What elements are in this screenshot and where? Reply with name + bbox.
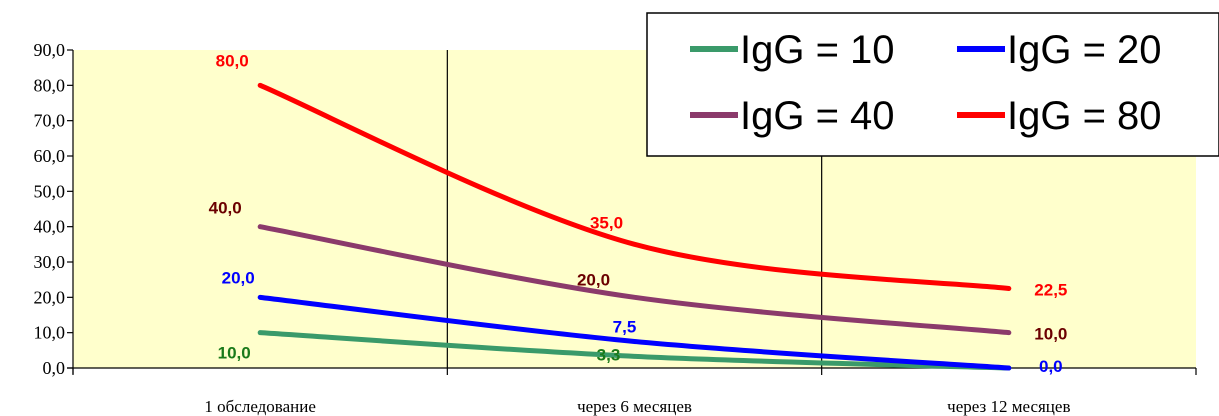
data-label: 80,0 — [216, 51, 249, 70]
data-label: 22,5 — [1034, 281, 1067, 300]
legend-label: IgG = 20 — [1007, 28, 1162, 72]
y-axis-ticks: 0,0 10,0 20,0 30,0 40,0 50,0 60,0 70,0 80,0 90,0 — [34, 40, 73, 378]
data-label: 10,0 — [218, 344, 251, 363]
legend: IgG = 10 IgG = 20 IgG = 40 IgG = 80 — [646, 12, 1219, 157]
y-tick-label: 60,0 — [34, 146, 66, 166]
data-label: 20,0 — [577, 270, 610, 289]
y-tick-label: 30,0 — [34, 252, 66, 272]
legend-label: IgG = 10 — [740, 28, 895, 72]
series-line — [257, 82, 1012, 291]
legend-label: IgG = 40 — [740, 94, 895, 138]
x-tick-label: 1 обследование — [204, 397, 316, 416]
y-tick-label: 70,0 — [34, 111, 66, 131]
series-lines — [257, 82, 1012, 371]
y-tick-label: 80,0 — [34, 75, 66, 95]
data-label: 7,5 — [613, 318, 637, 337]
y-tick-label: 10,0 — [34, 323, 66, 343]
data-label: 20,0 — [222, 268, 255, 287]
data-labels: 10,0 3,3 20,0 7,5 0,0 40,0 20,0 10,0 80,0 35,0 22,… — [209, 51, 1068, 376]
data-label: 35,0 — [590, 213, 623, 232]
y-tick-label: 0,0 — [43, 358, 66, 378]
data-label: 0,0 — [1039, 357, 1063, 376]
y-tick-label: 20,0 — [34, 287, 66, 307]
x-axis-ticks: 1 обследование через 6 месяцев через 12 ме… — [72, 368, 1197, 416]
x-tick-label: через 6 месяцев — [577, 397, 692, 416]
y-tick-label: 40,0 — [34, 217, 66, 237]
series-line — [257, 330, 1012, 371]
legend-label: IgG = 80 — [1007, 94, 1162, 138]
series-line — [257, 294, 1012, 371]
data-label: 10,0 — [1034, 325, 1067, 344]
legend-box — [646, 12, 1219, 157]
y-tick-label: 90,0 — [34, 40, 66, 60]
x-tick-label: через 12 месяцев — [947, 397, 1070, 416]
y-tick-label: 50,0 — [34, 181, 66, 201]
series-line — [257, 224, 1012, 336]
data-label: 3,3 — [597, 345, 621, 364]
data-label: 40,0 — [209, 199, 242, 218]
